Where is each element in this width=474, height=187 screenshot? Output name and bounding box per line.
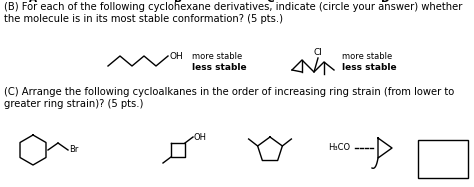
Text: OH: OH	[170, 51, 184, 61]
Text: C: C	[266, 0, 274, 4]
Text: less stable: less stable	[192, 63, 246, 72]
Text: D: D	[381, 0, 389, 4]
Text: (B) For each of the following cyclohexane derivatives, indicate (circle your ans: (B) For each of the following cyclohexan…	[4, 2, 462, 24]
Text: B: B	[174, 0, 182, 4]
Text: Cl: Cl	[314, 48, 322, 57]
Text: (C) Arrange the following cycloalkanes in the order of increasing ring strain (f: (C) Arrange the following cycloalkanes i…	[4, 87, 454, 109]
Text: more stable: more stable	[192, 52, 242, 61]
Text: Br: Br	[69, 145, 78, 154]
Text: A: A	[29, 0, 37, 4]
Text: more stable: more stable	[342, 52, 392, 61]
Text: OH: OH	[194, 133, 207, 142]
Text: less stable: less stable	[342, 63, 397, 72]
Bar	[418, 140, 468, 178]
Text: H₃CO: H₃CO	[328, 143, 350, 153]
